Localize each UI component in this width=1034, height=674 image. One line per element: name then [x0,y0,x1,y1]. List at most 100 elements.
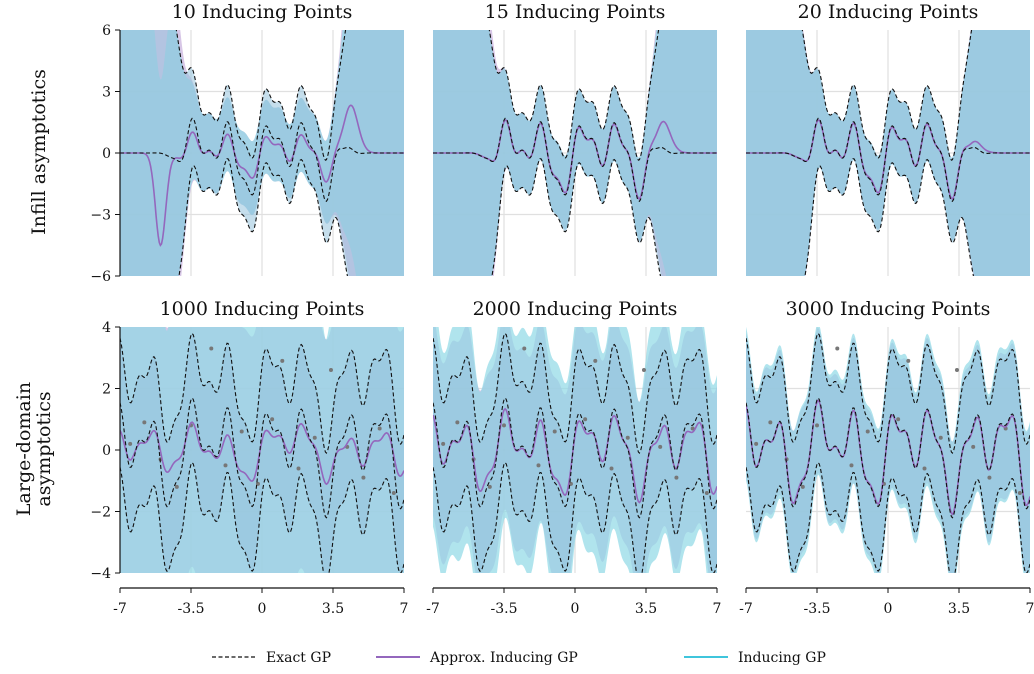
exact-lower-line [491,158,661,276]
plot-area [433,30,717,276]
overlap-band [120,30,404,276]
x-tick-label: -7 [426,601,440,617]
x-tick-label: 3.5 [635,601,657,617]
plot-area [746,327,1030,573]
legend-exact-label: Exact GP [266,650,331,666]
data-point [987,475,992,480]
y-tick-label: −4 [90,566,111,582]
data-point [954,368,959,373]
panel-title: 20 Inducing Points [798,1,979,23]
data-point [174,484,179,489]
data-point [223,463,228,468]
panel-6: 3000 Inducing Points -7 -3.5 0 3.5 7 [739,298,1034,617]
data-point [896,417,901,422]
x-tick-label: 3.5 [948,601,970,617]
data-point [361,475,366,480]
overlap-band [433,30,717,276]
panel-3: 20 Inducing Points [746,1,1030,276]
overlap-band [433,333,717,573]
y-tick-label: −3 [90,208,111,224]
y-tick-label: −6 [90,269,111,285]
row-label-large-domain-line2: asymptotics [33,391,55,506]
row-label-infill: Infill asymptotics [28,69,50,235]
exact-mean-line [120,397,404,519]
exact-upper-line [433,332,717,455]
data-point [849,463,854,468]
data-point [441,441,446,446]
exact-mean-line [433,117,717,202]
exact-mean-line [746,117,1030,202]
legend: Exact GP Approx. Inducing GP Inducing GP [212,650,826,666]
overlap-band [120,333,404,573]
data-point [280,358,285,363]
x-tick-label: -3.5 [804,601,831,617]
data-point [704,491,709,496]
data-point [625,435,630,440]
x-tick-label: -3.5 [491,601,518,617]
panel-title: 1000 Inducing Points [160,298,365,320]
legend-approx-label: Approx. Inducing GP [429,650,578,666]
exact-upper-line [120,332,404,455]
x-tick-label: 0 [258,601,267,617]
panel-5: 2000 Inducing Points -7 -3.5 0 3.5 7 [426,298,722,617]
data-point [502,423,506,428]
data-point [487,484,492,489]
panel-1: 10 Inducing Points 6 3 0 −3 −6 [90,1,404,285]
y-tick-label: 2 [102,382,111,398]
exact-lower-line [746,461,1030,573]
exact-lower-line [178,158,348,276]
y-tick-label: 6 [102,23,111,39]
legend-inducing-label: Inducing GP [738,650,826,666]
plot-area [120,327,404,573]
x-tick-label: 0 [571,601,580,617]
exact-lower-line [804,158,974,276]
x-tick-label: 7 [713,601,722,617]
data-point [754,441,759,446]
data-point [142,420,147,425]
data-point [328,368,333,373]
data-point [296,466,301,471]
data-point [255,481,260,486]
exact-mean-line [433,397,717,519]
data-point [906,358,911,363]
exact-lower-line [120,461,404,573]
plot-area [120,30,404,276]
data-point [552,429,557,434]
data-point [938,435,943,440]
data-point [674,475,679,480]
data-point [658,444,663,449]
exact-mean-line [746,397,1030,519]
exact-mean-line [120,117,404,202]
plot-area [433,327,717,573]
exact-lower-line [433,461,717,573]
approx-mean-line [120,421,404,486]
data-point [391,491,396,496]
exact-upper-line [746,332,1030,455]
overlap-band [746,333,1030,573]
y-tick-label: 3 [102,85,111,101]
data-point [800,484,805,489]
data-point [609,466,614,471]
data-point [768,420,773,425]
x-tick-label: 7 [1026,601,1034,617]
data-point [593,358,598,363]
x-tick-label: -7 [113,601,127,617]
plot-area [746,30,1030,276]
data-point [522,346,527,351]
data-point [583,417,588,422]
data-point [128,441,133,446]
data-point [270,417,275,422]
data-point [209,346,214,351]
data-point [312,435,317,440]
panel-title: 10 Inducing Points [172,1,353,23]
panel-2: 15 Inducing Points [433,1,717,276]
panels-group: 10 Inducing Points 6 3 0 −3 −6 15 Inducing Poi… [90,1,1034,617]
data-point [377,426,382,431]
x-tick-label: 3.5 [322,601,344,617]
data-point [922,466,927,471]
data-point [641,368,646,373]
row-label-large-domain-line1: Large-domain [13,382,35,516]
panel-title: 15 Inducing Points [485,1,666,23]
approx-mean-line [120,104,404,247]
overlap-band [746,30,1030,276]
